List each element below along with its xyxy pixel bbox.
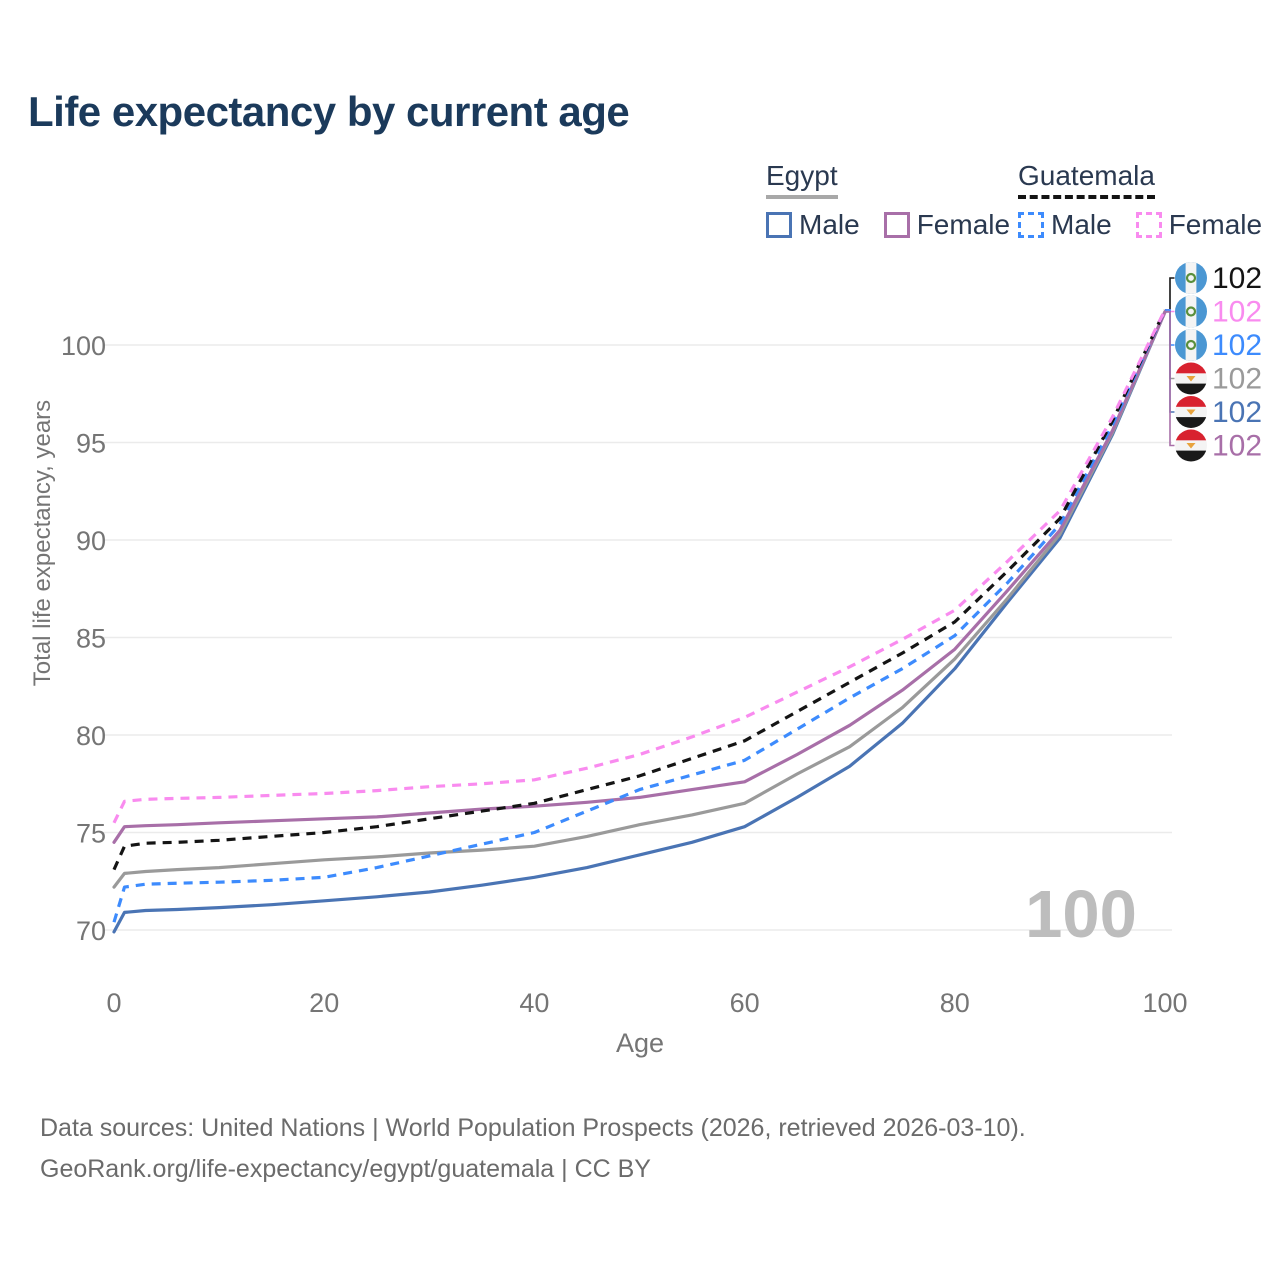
legend-item-guatemala-female-label: Female xyxy=(1168,209,1263,240)
y-tick-label: 80 xyxy=(76,721,106,751)
end-label-connector-egypt_female xyxy=(1165,311,1175,447)
y-tick-label: 95 xyxy=(76,429,106,459)
guatemala-flag-icon xyxy=(1175,295,1207,328)
y-tick-label: 85 xyxy=(76,624,106,654)
end-label-value-egypt_female: 102 xyxy=(1212,430,1262,463)
x-tick-label: 20 xyxy=(309,988,339,1018)
x-tick-label: 0 xyxy=(106,988,121,1018)
footer-attribution: GeoRank.org/life-expectancy/egypt/guatem… xyxy=(40,1154,651,1183)
legend-item-guatemala-male[interactable]: Male xyxy=(1018,209,1112,241)
legend-group-guatemala-header: Guatemala xyxy=(1018,160,1155,199)
legend-item-egypt-female[interactable]: Female xyxy=(883,209,1011,241)
end-label-value-egypt_male: 102 xyxy=(1212,396,1262,429)
end-label-value-guatemala_male: 102 xyxy=(1212,329,1262,362)
series-line-egypt_both xyxy=(112,310,1167,889)
end-label-value-guatemala_female: 102 xyxy=(1212,296,1262,329)
egypt-female-swatch-icon xyxy=(883,212,910,238)
x-tick-label: 40 xyxy=(519,988,549,1018)
legend-item-egypt-male-label: Male xyxy=(799,209,860,240)
series-line-guatemala_male xyxy=(112,309,1167,923)
y-tick-label: 70 xyxy=(76,916,106,946)
egypt-flag-icon xyxy=(1175,429,1207,462)
chart-title: Life expectancy by current age xyxy=(28,88,630,135)
legend-items-egypt: Male Female xyxy=(766,209,1010,241)
guatemala-female-swatch-icon xyxy=(1135,212,1162,238)
series-line-egypt_male xyxy=(112,310,1167,934)
footer-data-sources: Data sources: United Nations | World Pop… xyxy=(40,1114,1026,1142)
legend-items-guatemala: Male Female xyxy=(1018,209,1262,241)
end-label-connector-guatemala_both xyxy=(1165,277,1175,311)
legend-group-egypt: Egypt Male Female xyxy=(766,160,1010,241)
legend-item-egypt-female-label: Female xyxy=(916,209,1011,240)
legend-item-guatemala-male-label: Male xyxy=(1051,209,1112,240)
x-axis-title: Age xyxy=(615,1028,665,1058)
legend-group-guatemala: Guatemala Male Female xyxy=(1018,160,1262,241)
x-tick-label: 80 xyxy=(940,988,970,1018)
end-label-value-guatemala_both: 102 xyxy=(1212,262,1262,295)
y-tick-label: 75 xyxy=(76,819,106,849)
series-line-guatemala_female xyxy=(112,309,1167,824)
x-tick-label: 100 xyxy=(1142,988,1187,1018)
guatemala-male-swatch-icon xyxy=(1018,212,1044,238)
legend: Egypt Male Female Guatemala Male xyxy=(0,160,1280,250)
guatemala-flag-icon xyxy=(1175,329,1207,361)
egypt-flag-icon xyxy=(1175,362,1207,395)
x-tick-label: 60 xyxy=(730,988,760,1018)
current-age-watermark: 100 xyxy=(1025,877,1137,952)
legend-item-egypt-male[interactable]: Male xyxy=(766,209,860,241)
footer: Data sources: United Nations | World Pop… xyxy=(40,1108,1026,1189)
y-tick-label: 100 xyxy=(61,331,106,361)
end-label-value-egypt_both: 102 xyxy=(1212,363,1262,396)
egypt-male-swatch-icon xyxy=(766,212,792,238)
series-line-egypt_female xyxy=(112,310,1167,844)
guatemala-flag-icon xyxy=(1175,262,1207,294)
y-axis-title: Total life expectancy, years xyxy=(29,399,56,687)
legend-group-egypt-header: Egypt xyxy=(766,160,838,199)
legend-item-guatemala-female[interactable]: Female xyxy=(1135,209,1263,241)
y-tick-label: 90 xyxy=(76,526,106,556)
egypt-flag-icon xyxy=(1175,396,1207,428)
